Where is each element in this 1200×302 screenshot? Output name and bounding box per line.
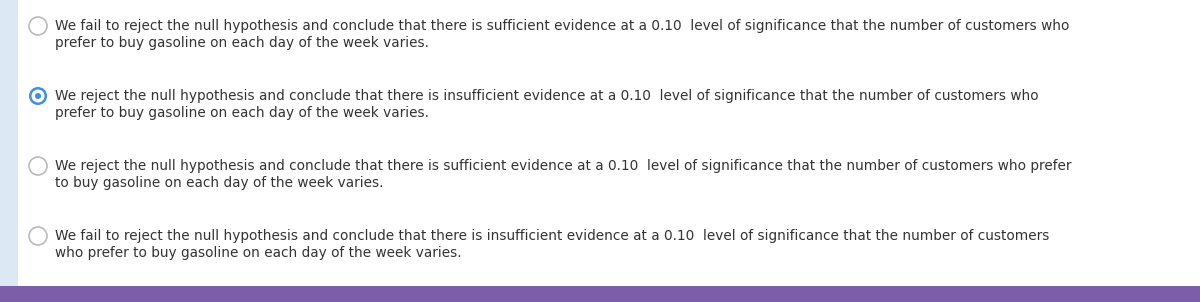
Text: prefer to buy gasoline on each day of the week varies.: prefer to buy gasoline on each day of th… [55,106,430,120]
Text: We reject the null hypothesis and conclude that there is sufficient evidence at : We reject the null hypothesis and conclu… [55,159,1072,173]
Text: We fail to reject the null hypothesis and conclude that there is insufficient ev: We fail to reject the null hypothesis an… [55,229,1049,243]
Text: to buy gasoline on each day of the week varies.: to buy gasoline on each day of the week … [55,176,384,190]
Text: We fail to reject the null hypothesis and conclude that there is sufficient evid: We fail to reject the null hypothesis an… [55,19,1069,33]
Ellipse shape [29,17,47,35]
Ellipse shape [29,227,47,245]
Ellipse shape [31,89,44,102]
Ellipse shape [29,157,47,175]
Text: who prefer to buy gasoline on each day of the week varies.: who prefer to buy gasoline on each day o… [55,246,462,260]
Text: prefer to buy gasoline on each day of the week varies.: prefer to buy gasoline on each day of th… [55,36,430,50]
Ellipse shape [29,87,47,105]
Ellipse shape [35,93,41,99]
Text: We reject the null hypothesis and conclude that there is insufficient evidence a: We reject the null hypothesis and conclu… [55,89,1039,103]
Bar [0,0,18,302]
Bar [0,286,1200,302]
